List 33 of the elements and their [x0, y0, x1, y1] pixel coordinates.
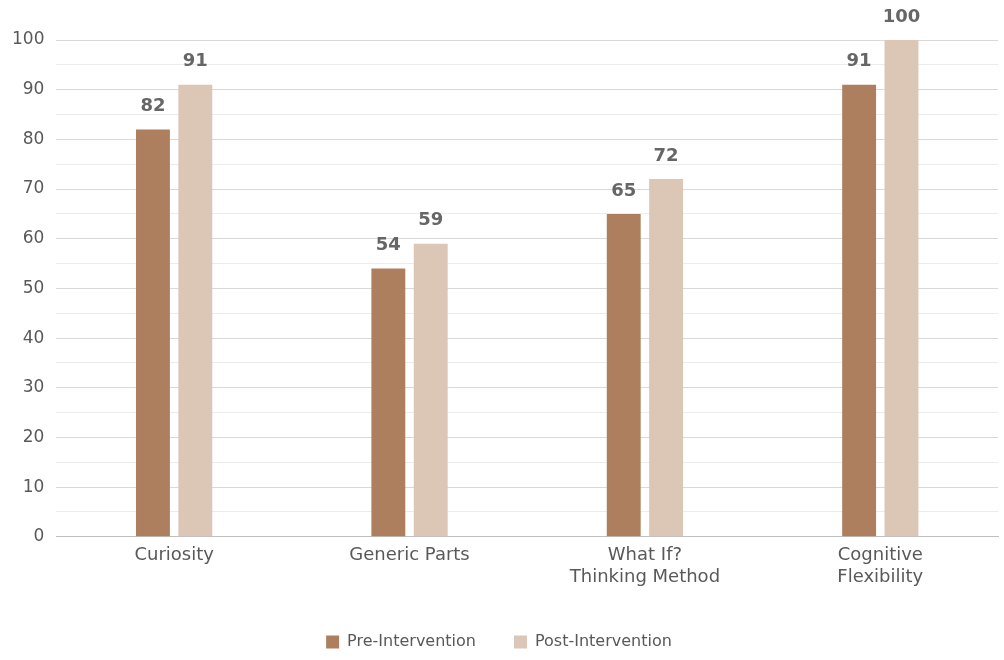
bar — [606, 213, 641, 537]
data-label: 72 — [653, 143, 679, 165]
bar — [842, 84, 877, 537]
x-tick-label: Generic Parts — [349, 543, 470, 565]
y-tick-label: 70 — [22, 177, 45, 198]
bar — [136, 129, 170, 537]
bar — [371, 268, 406, 537]
y-tick-label: 20 — [22, 425, 45, 446]
x-tick-label: What If? Thinking Method — [568, 543, 721, 586]
bar — [649, 179, 684, 537]
data-label: 100 — [882, 4, 921, 26]
data-label: 65 — [611, 178, 637, 200]
y-tick-label: 100 — [11, 28, 45, 49]
y-tick-label: 50 — [22, 276, 45, 297]
y-tick-label: 40 — [22, 326, 45, 347]
x-tick-label: Cognitive Flexibility — [837, 543, 924, 586]
data-label: 91 — [846, 49, 872, 71]
data-label: 59 — [418, 208, 444, 230]
bar — [884, 40, 919, 537]
data-label: 82 — [140, 94, 166, 116]
y-tick-label: 90 — [22, 78, 45, 99]
x-tick-label: Curiosity — [134, 543, 215, 565]
data-label: 54 — [375, 233, 401, 255]
data-label: 91 — [182, 49, 208, 71]
y-tick-label: 10 — [22, 475, 45, 496]
bar — [413, 243, 448, 537]
legend-label: Pre-Intervention — [347, 631, 476, 651]
legend-label: Post-Intervention — [534, 631, 672, 651]
bar — [178, 84, 213, 537]
y-tick-label: 80 — [22, 127, 45, 148]
y-tick-label: 60 — [22, 227, 45, 248]
y-tick-label: 0 — [33, 525, 45, 546]
y-tick-label: 30 — [22, 376, 45, 397]
